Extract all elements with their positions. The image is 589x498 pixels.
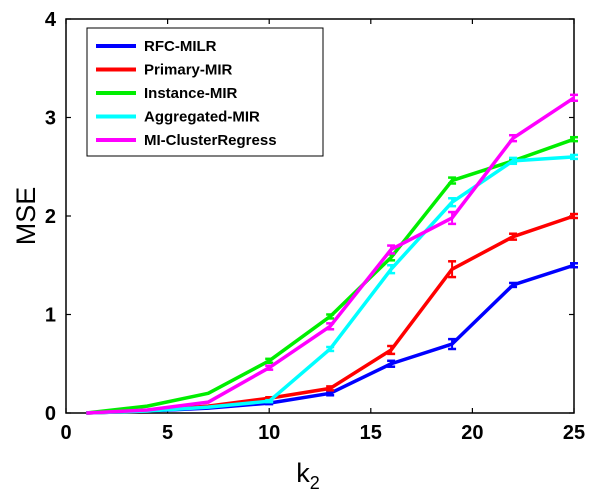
y-tick-label: 1: [45, 305, 56, 327]
series-lines: [86, 93, 578, 415]
legend: RFC-MILR Primary-MIR Instance-MIR Aggregate…: [86, 27, 324, 157]
x-tick-label: 0: [60, 422, 71, 444]
x-tick-label: 15: [360, 422, 382, 444]
legend-label: MI-ClusterRegress: [144, 132, 277, 149]
x-axis-title: k2: [296, 458, 320, 493]
y-tick-label: 3: [45, 108, 56, 130]
legend-label: Instance-MIR: [144, 85, 238, 102]
x-tick-label: 5: [162, 422, 173, 444]
x-tick-label: 25: [563, 422, 585, 444]
x-tick-label: 10: [258, 422, 280, 444]
legend-label: Aggregated-MIR: [144, 109, 260, 126]
legend-label: Primary-MIR: [144, 62, 233, 79]
y-tick-label: 2: [45, 206, 56, 228]
x-axis-title-main: k: [296, 458, 310, 488]
series-aggregated-mir: [86, 153, 578, 415]
x-tick-label: 20: [461, 422, 483, 444]
y-tick-label: 0: [45, 403, 56, 425]
x-axis-title-subscript: 2: [310, 473, 320, 493]
series-mi-clusterregress: [86, 93, 578, 415]
y-tick-label: 4: [45, 9, 57, 31]
axes: 0 5 10 15 20 25 0 1 2 3 4: [45, 9, 585, 444]
legend-label: RFC-MILR: [144, 38, 217, 55]
y-axis-title: MSE: [11, 187, 41, 246]
